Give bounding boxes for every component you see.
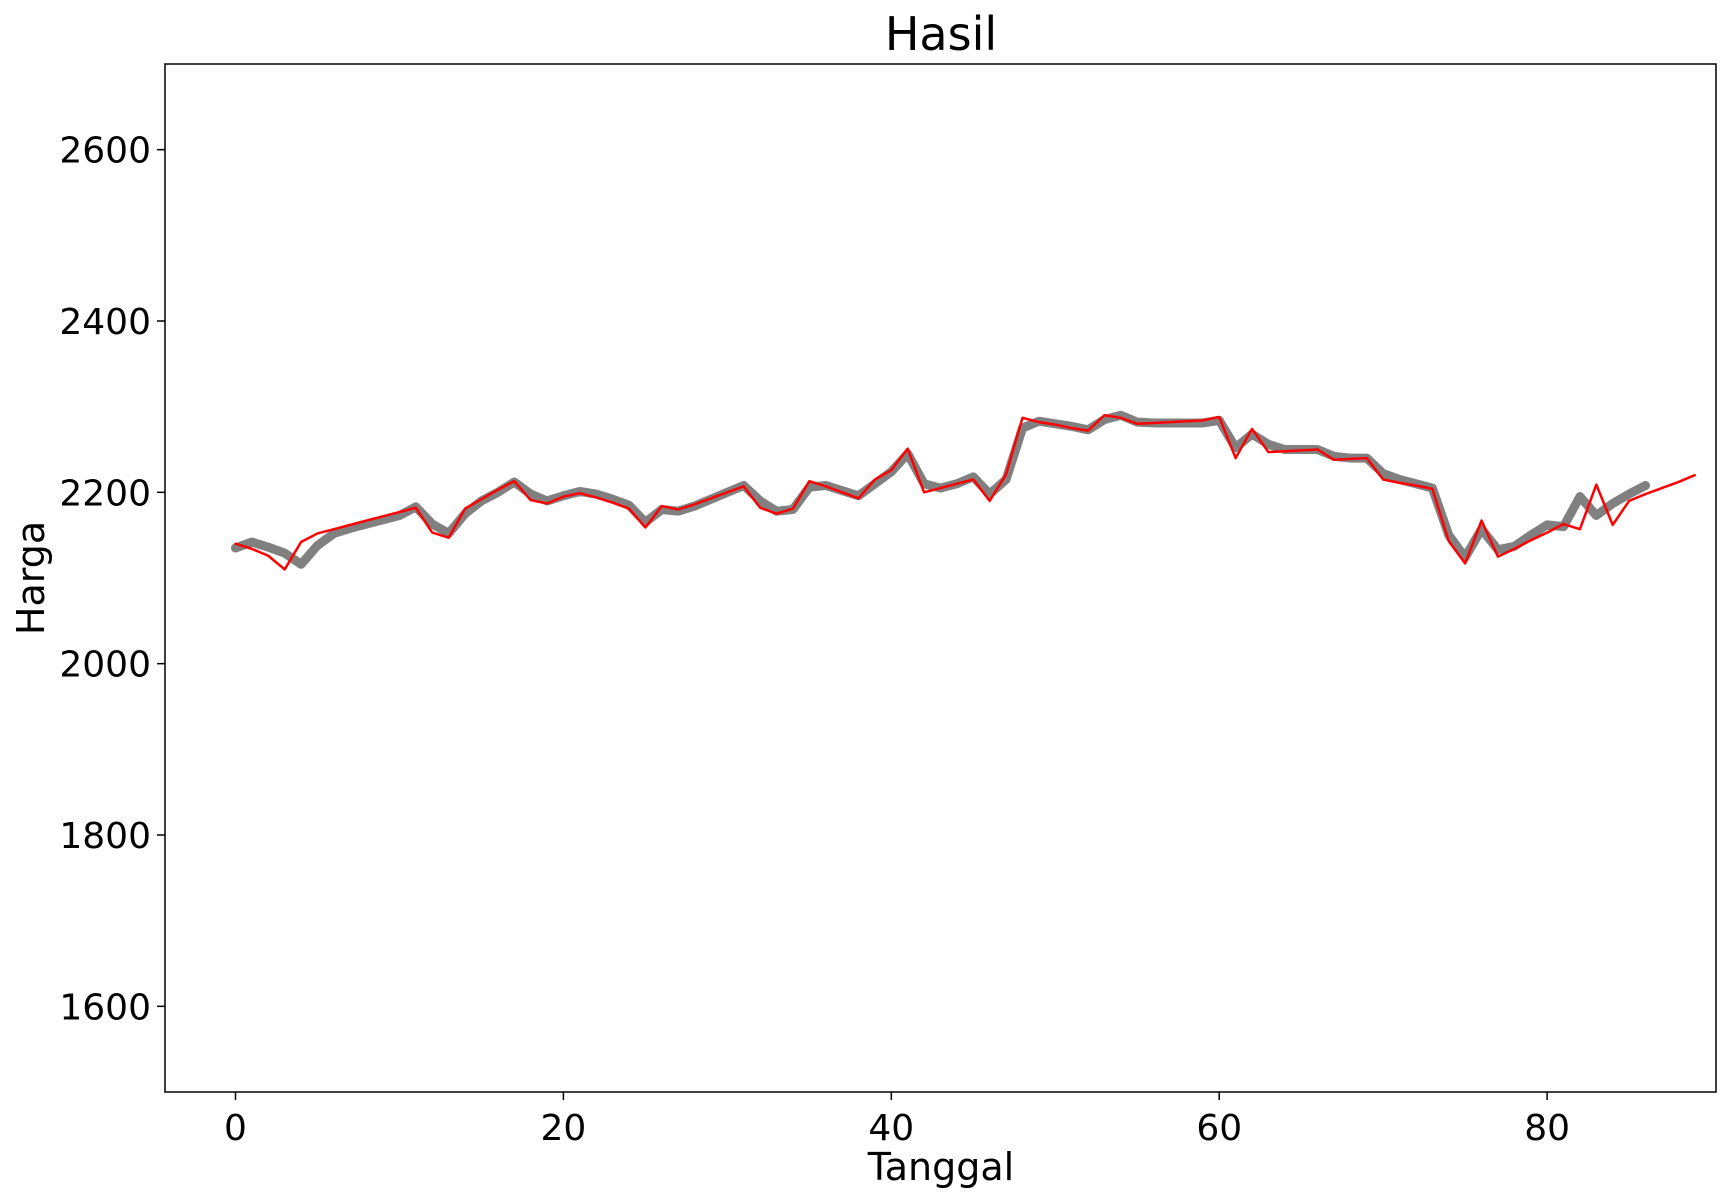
- y-axis: 1600 1800 2000 2200 2400 2600: [59, 131, 165, 1028]
- plot-area: [231, 410, 1696, 571]
- x-tick-label: 60: [1196, 1108, 1242, 1149]
- chart-title: Hasil: [885, 7, 997, 61]
- y-axis-label: Harga: [9, 521, 53, 635]
- y-tick-label: 2400: [59, 302, 151, 343]
- x-tick-label: 80: [1524, 1108, 1570, 1149]
- y-tick-label: 2200: [59, 473, 151, 514]
- y-tick-label: 2000: [59, 645, 151, 686]
- y-tick-label: 2600: [59, 131, 151, 172]
- y-tick-label: 1600: [59, 987, 151, 1028]
- series-line-red: [234, 413, 1696, 571]
- x-axis: 0 20 40 60 80: [224, 1092, 1570, 1149]
- x-tick-label: 20: [541, 1108, 587, 1149]
- x-tick-label: 0: [224, 1108, 247, 1149]
- x-axis-label: Tanggal: [867, 1145, 1014, 1189]
- x-tick-label: 40: [868, 1108, 914, 1149]
- plot-frame: [164, 63, 1717, 1093]
- y-tick-label: 1800: [59, 816, 151, 857]
